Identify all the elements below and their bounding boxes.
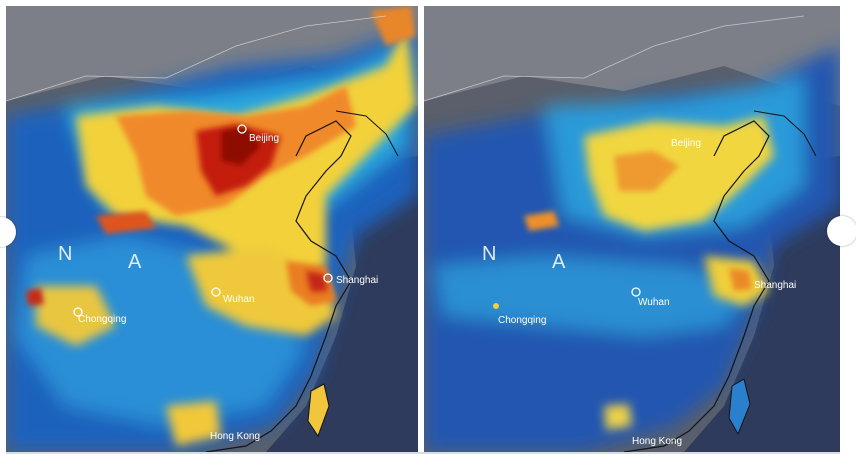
- city-label-wuhan: Wuhan: [223, 294, 255, 305]
- no2-map-before: N A Beijing Shanghai Wuhan Chongqing Hon…: [6, 6, 418, 452]
- city-label-shanghai: Shanghai: [754, 280, 796, 291]
- coastline: [205, 120, 352, 452]
- no2-map-after: N A Wuhan Beijing Shanghai Chongqing Hon…: [424, 6, 840, 452]
- coastline: [623, 120, 770, 452]
- panel-divider: [418, 6, 424, 452]
- taiwan-island: [728, 378, 751, 436]
- city-label-chongqing: Chongqing: [498, 315, 546, 326]
- city-marker-chongqing: [493, 303, 499, 309]
- map-panel-after: N A Wuhan Beijing Shanghai Chongqing Hon…: [424, 6, 840, 452]
- pollution-high-layer: [524, 151, 752, 291]
- korea-border: [335, 110, 399, 157]
- region-letter: A: [128, 251, 142, 273]
- city-label-wuhan: Wuhan: [638, 297, 670, 308]
- city-label-shanghai: Shanghai: [336, 275, 378, 286]
- country-border: [424, 15, 805, 102]
- city-label-hongkong: Hong Kong: [632, 436, 682, 447]
- northern-terrain: [6, 6, 418, 106]
- country-border: [6, 15, 387, 102]
- city-label-chongqing: Chongqing: [78, 314, 126, 325]
- region-letter: N: [58, 243, 72, 265]
- city-label-beijing: Beijing: [249, 133, 279, 144]
- pollution-moderate-layer: [584, 116, 774, 430]
- taiwan-island: [307, 383, 330, 438]
- pollution-very-high-layer: [26, 124, 328, 306]
- region-letter: A: [552, 251, 566, 273]
- city-marker-wuhan: [211, 287, 221, 297]
- city-label-beijing: Beijing: [671, 138, 701, 149]
- region-letter: N: [482, 243, 496, 265]
- ocean: [684, 156, 840, 452]
- city-label-hongkong: Hong Kong: [210, 431, 260, 442]
- city-marker-beijing: [237, 124, 247, 134]
- korea-border: [753, 110, 817, 157]
- slide-next-button[interactable]: [827, 216, 856, 246]
- city-marker-wuhan: [631, 287, 641, 297]
- city-marker-shanghai: [323, 273, 333, 283]
- city-marker-chongqing: [73, 307, 83, 317]
- map-panel-before: N A Beijing Shanghai Wuhan Chongqing Hon…: [6, 6, 418, 452]
- ocean: [266, 156, 418, 452]
- bottom-border: [6, 452, 840, 454]
- slide-prev-button[interactable]: [0, 217, 16, 247]
